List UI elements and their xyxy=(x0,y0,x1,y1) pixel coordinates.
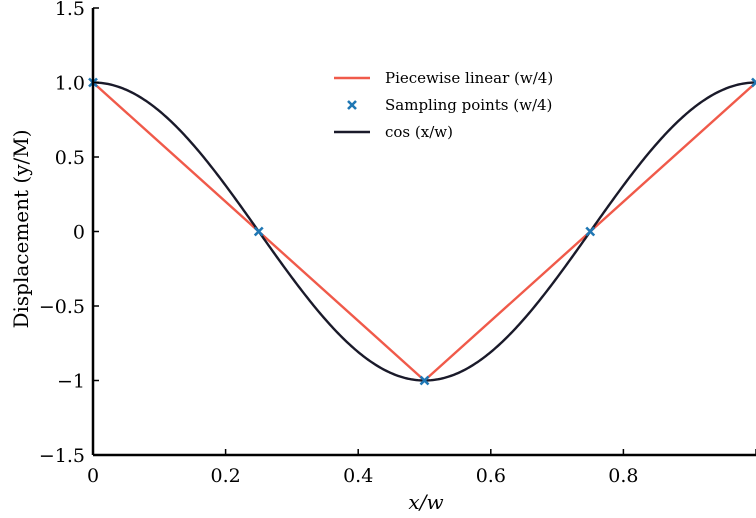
x-tick-label: 0.8 xyxy=(608,465,638,487)
series-layer xyxy=(88,77,756,386)
legend-swatch-sampling-points xyxy=(347,100,357,110)
y-tick-label: −1 xyxy=(57,371,85,393)
y-tick-label: 1.5 xyxy=(55,0,85,20)
legend-marker-stroke xyxy=(347,100,357,110)
sampling-point-stroke xyxy=(253,226,264,237)
legend-label-sampling-points: Sampling points (w/4) xyxy=(385,96,552,114)
plot-area: 00.20.40.60.81−1.5−1−0.500.51.01.5 xyxy=(39,0,756,487)
legend-label-piecewise-linear: Piecewise linear (w/4) xyxy=(385,69,553,87)
sampling-point xyxy=(419,375,430,386)
sampling-point xyxy=(751,77,756,88)
y-tick-label: 0.5 xyxy=(55,147,85,169)
y-tick-label: 0 xyxy=(73,222,85,244)
x-tick-label: 0.4 xyxy=(343,465,373,487)
ticks-layer: 00.20.40.60.81−1.5−1−0.500.51.01.5 xyxy=(39,0,756,487)
legend: Piecewise linear (w/4) Sampling points (… xyxy=(334,69,553,141)
y-tick-label: −0.5 xyxy=(39,296,85,318)
sampling-point-stroke xyxy=(419,375,430,386)
x-axis-title: x/w xyxy=(408,490,443,514)
sampling-point-stroke xyxy=(751,77,756,85)
x-tick-label: 0.6 xyxy=(476,465,506,487)
x-tick-label: 0.2 xyxy=(210,465,240,487)
y-tick-label: −1.5 xyxy=(39,445,85,467)
x-tick-label: 0 xyxy=(87,465,99,487)
y-axis-title: Displacement (y/M) xyxy=(9,129,33,328)
y-tick-label: 1.0 xyxy=(55,73,85,95)
legend-label-cos: cos (x/w) xyxy=(385,123,453,141)
sampling-point xyxy=(585,226,596,237)
sampling-point-stroke xyxy=(585,226,596,237)
sampling-point-stroke xyxy=(751,80,756,88)
sampling-point xyxy=(253,226,264,237)
